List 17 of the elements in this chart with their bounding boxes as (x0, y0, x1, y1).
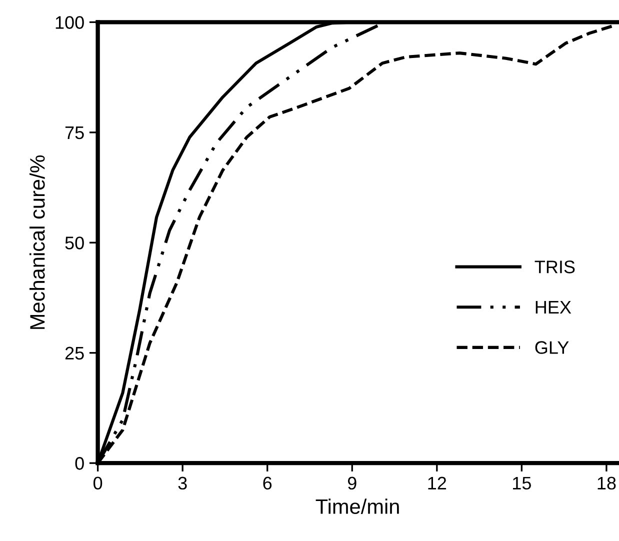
y-tick-label: 50 (65, 236, 84, 250)
x-tick-label: 0 (93, 476, 102, 490)
x-tick-label: 15 (513, 476, 531, 490)
x-tick-label: 3 (178, 476, 187, 490)
y-tick-label: 100 (56, 16, 84, 29)
x-tick-label: 12 (428, 476, 446, 490)
y-tick-label: 25 (65, 346, 84, 360)
x-axis-title: Time/min (316, 498, 399, 514)
legend-label: TRIS (534, 260, 575, 274)
y-tick-label: 0 (75, 457, 84, 470)
legend-label: GLY (535, 341, 569, 354)
x-tick-label: 9 (348, 476, 356, 490)
y-axis-title: Mechanical cure/% (30, 155, 45, 329)
x-tick-label: 6 (263, 476, 272, 490)
y-tick-label: 75 (65, 126, 84, 140)
x-tick-label: 18 (598, 476, 616, 490)
legend-label: HEX (536, 301, 572, 314)
